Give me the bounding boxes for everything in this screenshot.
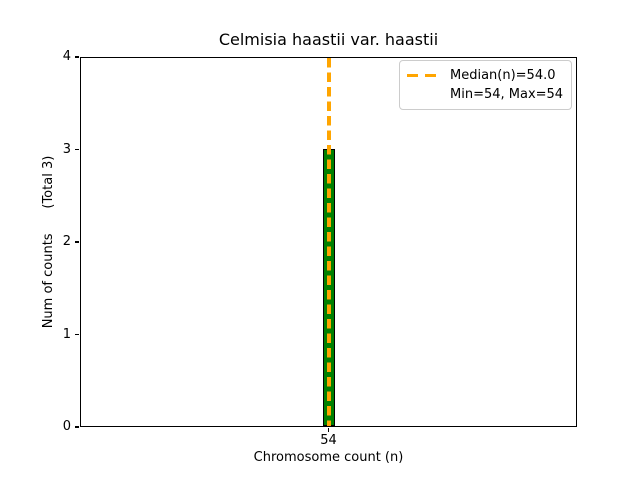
x-tick-label: 54 bbox=[320, 433, 337, 448]
chart-title: Celmisia haastii var. haastii bbox=[218, 30, 439, 49]
median-line-legend-swatch bbox=[407, 73, 436, 78]
y-tick-mark bbox=[75, 241, 79, 243]
y-tick-label: 2 bbox=[62, 234, 71, 249]
y-tick-mark bbox=[75, 148, 79, 151]
legend-label-minmax: Min=54, Max=54 bbox=[450, 86, 564, 102]
y-tick-label: 0 bbox=[62, 419, 71, 434]
y-tick-mark bbox=[75, 426, 79, 428]
legend-entry-minmax: Min=54, Max=54 bbox=[407, 85, 563, 104]
plot-area bbox=[80, 57, 577, 427]
legend-label-median: Median(n)=54.0 bbox=[450, 67, 556, 83]
x-tick-mark bbox=[327, 428, 330, 432]
x-axis-label: Chromosome count (n) bbox=[253, 450, 404, 465]
legend: Median(n)=54.0 Min=54, Max=54 bbox=[399, 60, 572, 110]
y-tick-mark bbox=[75, 333, 79, 336]
y-tick-label: 3 bbox=[62, 141, 71, 157]
y-tick-label: 4 bbox=[62, 49, 71, 64]
legend-entry-median: Median(n)=54.0 bbox=[407, 66, 563, 85]
median-dashed-line bbox=[327, 58, 331, 426]
y-tick-mark bbox=[75, 56, 79, 58]
y-tick-label: 1 bbox=[62, 326, 71, 342]
